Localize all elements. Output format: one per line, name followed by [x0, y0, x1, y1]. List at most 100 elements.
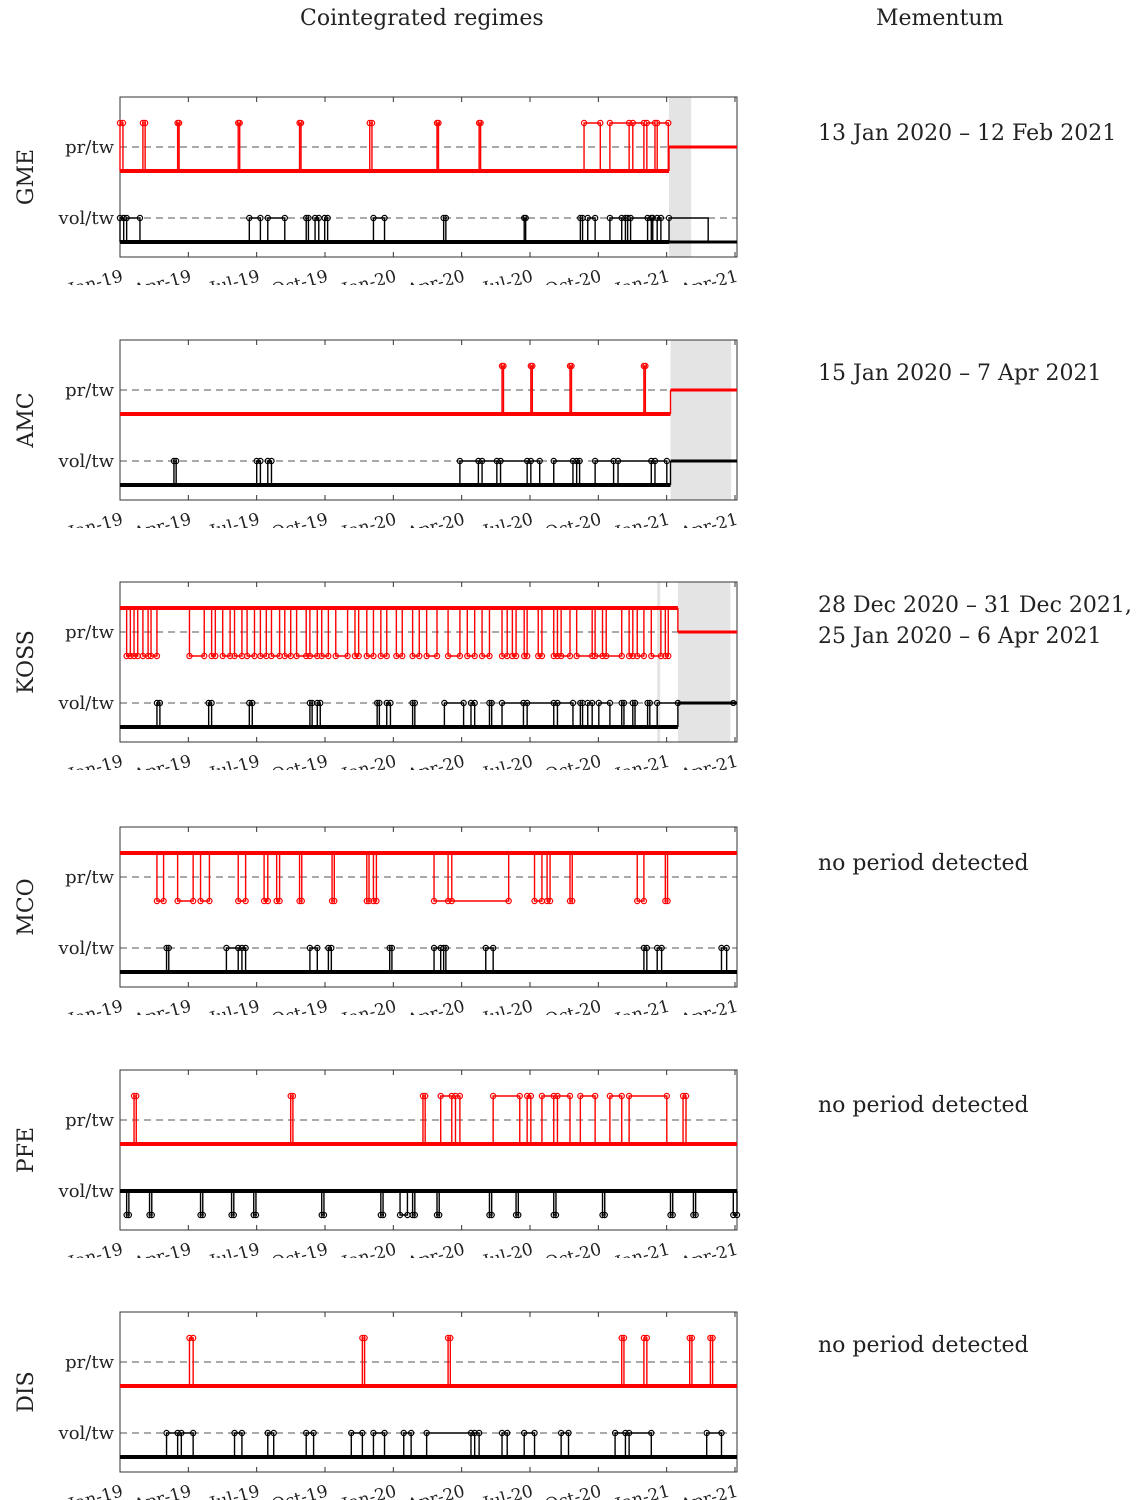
price-marker	[643, 1334, 651, 1342]
ytick-label-pr: pr/tw	[65, 1110, 114, 1131]
volume-marker	[170, 457, 178, 465]
volume-marker	[348, 1429, 355, 1437]
price-marker	[535, 652, 542, 660]
volume-marker	[467, 699, 475, 707]
volume-marker	[264, 457, 271, 465]
xtick-label: Jan-20	[338, 510, 399, 528]
price-marker	[363, 652, 370, 660]
chart-panel-dis: pr/tw vol/tw DIS Jan-19 Apr-19 Jul-19 Oct-19 Ja…	[0, 1260, 760, 1500]
volume-marker	[223, 944, 230, 952]
price-marker	[471, 652, 478, 660]
price-marker	[599, 652, 606, 660]
price-marker	[588, 652, 596, 660]
price-marker	[189, 897, 197, 905]
volume-marker	[552, 1211, 560, 1219]
momentum-text-mco: no period detected	[818, 848, 1029, 879]
price-marker	[344, 652, 351, 660]
price-marker	[456, 652, 464, 660]
volume-marker	[163, 1429, 170, 1437]
price-marker	[366, 119, 373, 127]
price-marker	[370, 652, 377, 660]
volume-marker	[610, 457, 617, 465]
price-marker	[293, 652, 300, 660]
volume-marker	[606, 699, 614, 707]
xtick-label: Oct-19	[269, 1482, 330, 1500]
price-marker	[679, 1092, 687, 1100]
volume-marker	[486, 1211, 493, 1219]
volume-marker	[497, 457, 504, 465]
price-marker	[318, 652, 325, 660]
price-marker	[444, 652, 452, 660]
price-marker	[625, 652, 633, 660]
volume-marker	[482, 944, 489, 952]
volume-marker	[197, 1211, 204, 1219]
xtick-label: Oct-20	[543, 267, 604, 285]
price-marker	[523, 652, 531, 660]
chart-svg: pr/tw vol/tw PFE Jan-19 Apr-19 Jul-19 Oct-19 Ja…	[14, 1069, 740, 1258]
xtick-label: Jul-19	[206, 1240, 262, 1258]
volume-marker	[690, 1211, 697, 1219]
volume-marker	[644, 699, 651, 707]
volume-marker	[692, 1211, 699, 1219]
volume-marker	[471, 1429, 478, 1437]
price-marker	[566, 897, 574, 905]
ytick-label-pr: pr/tw	[65, 137, 114, 158]
volume-marker	[576, 457, 583, 465]
volume-marker	[618, 699, 625, 707]
price-marker	[597, 119, 604, 127]
momentum-line: 28 Dec 2020 – 31 Dec 2021,	[818, 593, 1132, 618]
price-marker	[433, 652, 441, 660]
volume-marker	[488, 699, 495, 707]
price-marker	[298, 897, 305, 905]
volume-marker	[565, 1429, 572, 1437]
volume-marker	[165, 944, 172, 952]
xtick-label: Jan-19	[65, 752, 126, 770]
axes-box	[119, 826, 738, 988]
volume-marker	[550, 699, 557, 707]
volume-marker	[411, 699, 419, 707]
volume-marker	[205, 699, 212, 707]
volume-marker	[611, 1429, 619, 1437]
chart-panel-mco: pr/tw vol/tw MCO Jan-19 Apr-19 Jul-19 Oct-19 Ja…	[0, 775, 760, 1015]
volume-marker	[573, 457, 580, 465]
xtick-label: Jan-20	[338, 997, 399, 1015]
xtick-label: Jan-19	[65, 510, 126, 528]
volume-marker	[520, 699, 527, 707]
volume-marker	[512, 1211, 520, 1219]
xtick-label: Apr-20	[404, 1482, 467, 1500]
price-marker	[226, 652, 234, 660]
volume-marker	[475, 1429, 483, 1437]
volume-marker	[649, 214, 656, 222]
volume-marker	[178, 1429, 185, 1437]
volume-marker	[584, 214, 591, 222]
xtick-label: Apr-20	[404, 267, 467, 285]
xtick-label: Apr-21	[677, 267, 740, 285]
price-marker	[303, 652, 310, 660]
price-marker	[634, 897, 641, 905]
price-marker	[368, 119, 376, 127]
volume-marker	[208, 699, 215, 707]
volume-marker	[550, 1211, 557, 1219]
volume-marker	[264, 214, 271, 222]
xtick-label: Oct-19	[269, 510, 330, 528]
xtick-label: Oct-20	[543, 997, 604, 1015]
price-marker	[662, 652, 669, 660]
volume-marker	[527, 457, 535, 465]
volume-marker	[440, 214, 447, 222]
volume-marker	[624, 214, 631, 222]
volume-marker	[488, 1211, 495, 1219]
price-marker	[523, 1092, 531, 1100]
volume-marker	[629, 699, 637, 707]
ytick-label-vol: vol/tw	[58, 1423, 115, 1444]
volume-marker	[498, 699, 506, 707]
volume-series	[120, 1429, 737, 1459]
price-marker	[643, 119, 651, 127]
momentum-line: 25 Jan 2020 – 6 Apr 2021	[818, 624, 1102, 649]
volume-marker	[569, 457, 577, 465]
price-marker	[663, 1092, 671, 1100]
price-marker	[242, 897, 249, 905]
momentum-text-pfe: no period detected	[818, 1090, 1029, 1121]
price-marker	[119, 119, 127, 127]
volume-marker	[324, 214, 331, 222]
ticker-label: PFE	[14, 1127, 39, 1173]
